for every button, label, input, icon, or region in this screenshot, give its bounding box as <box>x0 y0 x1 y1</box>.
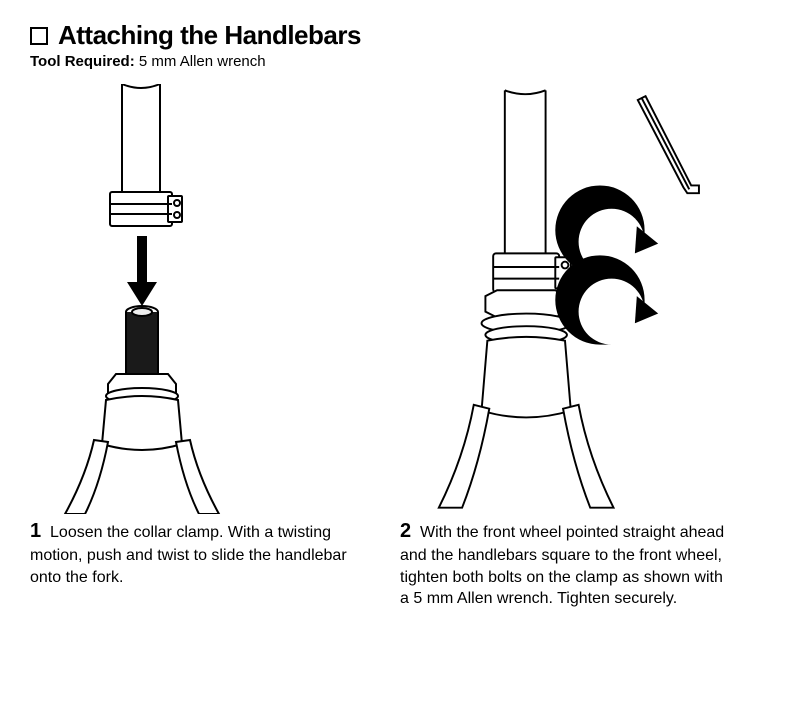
step-1-number: 1 <box>30 520 41 542</box>
allen-wrench-icon <box>638 96 699 193</box>
step-2-text: 2 With the front wheel pointed straight … <box>400 518 730 610</box>
handlebar-tighten-diagram <box>400 84 730 514</box>
tighten-arrow-icon <box>555 255 658 344</box>
step-2-body: With the front wheel pointed straight ah… <box>400 524 724 607</box>
step-1-text: 1 Loosen the collar clamp. With a twisti… <box>30 518 360 588</box>
down-arrow-icon <box>127 236 157 306</box>
figure-2: 2 With the front wheel pointed straight … <box>400 84 730 610</box>
figure-1: 1 Loosen the collar clamp. With a twisti… <box>30 84 360 610</box>
step-2-number: 2 <box>400 520 411 542</box>
figure-1-illustration <box>30 84 360 514</box>
section-header: Attaching the Handlebars <box>30 20 766 51</box>
tool-required: Tool Required: 5 mm Allen wrench <box>30 53 766 70</box>
checkbox-icon <box>30 27 48 45</box>
figure-row: 1 Loosen the collar clamp. With a twisti… <box>30 84 766 610</box>
step-1-body: Loosen the collar clamp. With a twisting… <box>30 524 347 586</box>
tool-value: 5 mm Allen wrench <box>139 53 266 70</box>
section-title: Attaching the Handlebars <box>58 20 361 51</box>
tool-label: Tool Required: <box>30 53 135 70</box>
handlebar-insert-diagram <box>30 84 310 514</box>
figure-2-illustration <box>400 84 730 514</box>
